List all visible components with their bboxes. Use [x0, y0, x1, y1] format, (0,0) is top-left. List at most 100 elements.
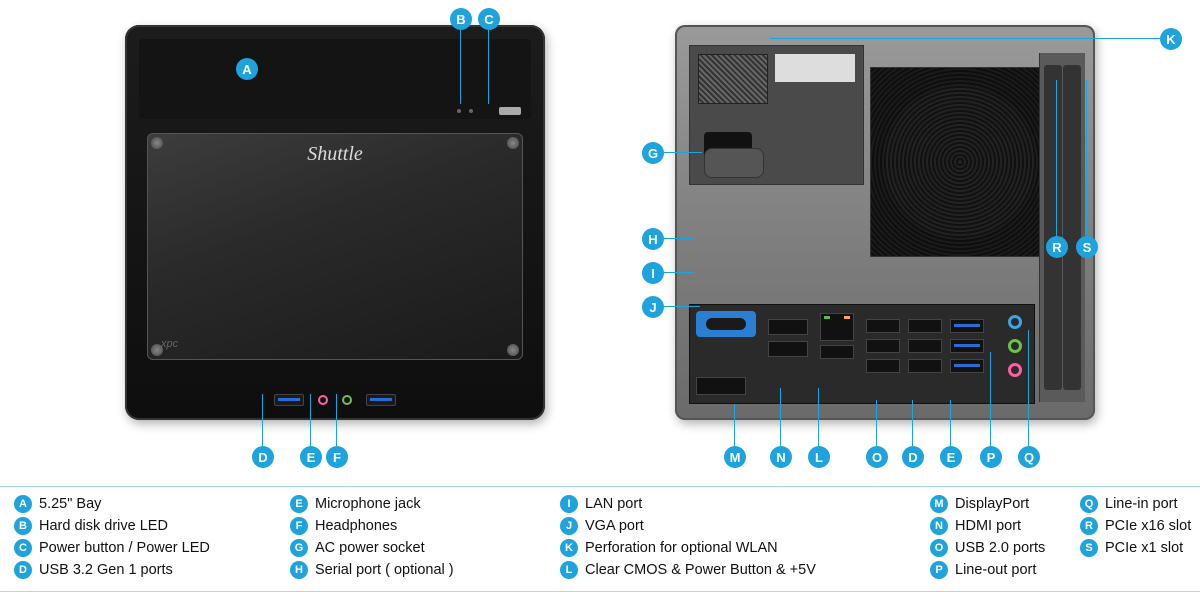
- legend-label: AC power socket: [315, 540, 425, 556]
- callout-h: H: [642, 228, 664, 250]
- legend-table: A5.25" BayBHard disk drive LEDCPower but…: [0, 486, 1200, 592]
- leader-line: [664, 152, 702, 153]
- leader-line: [488, 30, 489, 104]
- legend-row: RPCIe x16 slot: [1080, 517, 1191, 535]
- callout-g: G: [642, 142, 664, 164]
- displayport-icon: [696, 377, 746, 395]
- legend-row: BHard disk drive LED: [14, 517, 210, 535]
- usb2-port-icon: [866, 359, 900, 373]
- legend-bubble-icon: C: [14, 539, 32, 557]
- callout-m: M: [724, 446, 746, 468]
- usb2-stack-b: [908, 319, 942, 379]
- usb3-port-icon: [950, 319, 984, 333]
- legend-label: Clear CMOS & Power Button & +5V: [585, 562, 816, 578]
- legend-bubble-icon: D: [14, 561, 32, 579]
- legend-bubble-icon: R: [1080, 517, 1098, 535]
- legend-bubble-icon: M: [930, 495, 948, 513]
- power-led-icon: [469, 109, 473, 113]
- front-controls: [451, 105, 521, 117]
- pc-back-chassis: [675, 25, 1095, 420]
- usb3-port-icon: [950, 339, 984, 353]
- leader-line: [990, 352, 991, 446]
- callout-e: E: [300, 446, 322, 468]
- legend-label: DisplayPort: [955, 496, 1029, 512]
- legend-label: Hard disk drive LED: [39, 518, 168, 534]
- usb2-port-icon: [866, 319, 900, 333]
- clear-cmos-header-icon: [820, 345, 854, 359]
- legend-label: Line-in port: [1105, 496, 1178, 512]
- callout-d: D: [902, 446, 924, 468]
- io-plate: [689, 304, 1035, 404]
- legend-label: Line-out port: [955, 562, 1036, 578]
- legend-column: ILAN portJVGA portKPerforation for optio…: [560, 495, 816, 579]
- screw-icon: [507, 137, 519, 149]
- usb3-port-icon: [366, 394, 396, 406]
- usb2-port-icon: [908, 359, 942, 373]
- leader-line: [664, 272, 694, 273]
- leader-line: [950, 400, 951, 446]
- mic-jack-icon: [318, 395, 328, 405]
- callout-a: A: [236, 58, 258, 80]
- lan-stack: [820, 313, 854, 393]
- callout-p: P: [980, 446, 1002, 468]
- leader-line: [780, 388, 781, 446]
- legend-label: USB 2.0 ports: [955, 540, 1045, 556]
- callout-j: J: [642, 296, 664, 318]
- fan-grill-icon: [870, 67, 1050, 257]
- legend-label: LAN port: [585, 496, 642, 512]
- legend-column: A5.25" BayBHard disk drive LEDCPower but…: [14, 495, 210, 579]
- legend-row: S PCIe x1 slot: [1080, 539, 1191, 557]
- callout-i: I: [642, 262, 664, 284]
- lan-port-icon: [820, 313, 854, 341]
- line-in-jack-icon: [1008, 315, 1022, 329]
- legend-bubble-icon: F: [290, 517, 308, 535]
- headphone-jack-icon: [342, 395, 352, 405]
- sub-logo: xpc: [161, 338, 178, 350]
- legend-label: Power button / Power LED: [39, 540, 210, 556]
- legend-row: GAC power socket: [290, 539, 454, 557]
- legend-label: Microphone jack: [315, 496, 421, 512]
- legend-row: H Serial port ( optional ): [290, 561, 454, 579]
- callout-o: O: [866, 446, 888, 468]
- callout-e: E: [940, 446, 962, 468]
- front-window-panel: Shuttle xpc: [147, 133, 523, 360]
- vga-port-icon: [696, 311, 756, 337]
- front-port-row: [274, 394, 396, 406]
- leader-line: [876, 400, 877, 446]
- legend-bubble-icon: J: [560, 517, 578, 535]
- pc-front-chassis: Shuttle xpc: [125, 25, 545, 420]
- legend-row: EMicrophone jack: [290, 495, 454, 513]
- legend-label: Serial port ( optional ): [315, 562, 454, 578]
- leader-line: [336, 394, 337, 446]
- legend-row: NHDMI port: [930, 517, 1045, 535]
- legend-row: K Perforation for optional WLAN: [560, 539, 816, 557]
- callout-d: D: [252, 446, 274, 468]
- hdmi-dp-stack: [768, 319, 808, 389]
- callout-s: S: [1076, 236, 1098, 258]
- hdd-led-icon: [457, 109, 461, 113]
- line-out-jack-icon: [1008, 339, 1022, 353]
- leader-line: [310, 394, 311, 446]
- legend-bubble-icon: S: [1080, 539, 1098, 557]
- legend-label: PCIe x1 slot: [1105, 540, 1183, 556]
- callout-k: K: [1160, 28, 1182, 50]
- leader-line: [912, 400, 913, 446]
- legend-label: HDMI port: [955, 518, 1021, 534]
- legend-row: M DisplayPort: [930, 495, 1045, 513]
- callout-l: L: [808, 446, 830, 468]
- leader-line: [664, 306, 700, 307]
- legend-bubble-icon: K: [560, 539, 578, 557]
- dp-port-icon: [768, 319, 808, 335]
- screw-icon: [151, 137, 163, 149]
- legend-bubble-icon: I: [560, 495, 578, 513]
- pcie-bracket-area: [1039, 53, 1085, 402]
- audio-jack-column: [1002, 315, 1028, 387]
- pcie-x1-slot-icon: [1063, 65, 1081, 390]
- legend-bubble-icon: H: [290, 561, 308, 579]
- legend-row: FHeadphones: [290, 517, 454, 535]
- leader-line: [664, 238, 694, 239]
- leader-line: [460, 30, 461, 104]
- legend-label: Perforation for optional WLAN: [585, 540, 778, 556]
- legend-label: USB 3.2 Gen 1 ports: [39, 562, 173, 578]
- legend-row: QLine-in port: [1080, 495, 1191, 513]
